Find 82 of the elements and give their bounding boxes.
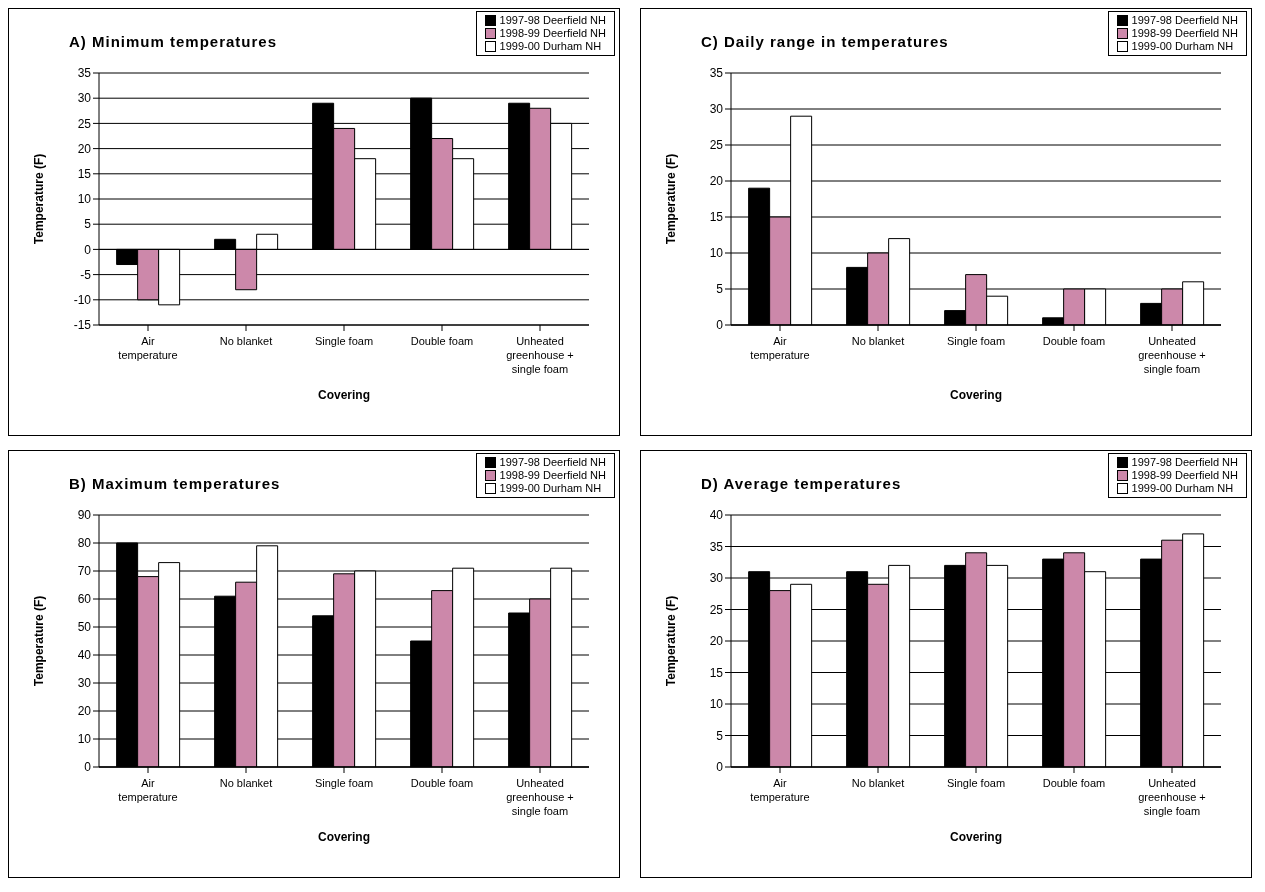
- legend-label: 1997-98 Deerfield NH: [499, 456, 606, 469]
- y-tick-label: 10: [709, 697, 724, 712]
- y-tick-label: 35: [709, 66, 724, 81]
- legend-label: 1999-00 Durham NH: [1131, 482, 1234, 495]
- y-axis-title: Temperature (F): [664, 153, 679, 245]
- y-axis-title: Temperature (F): [32, 595, 47, 687]
- x-tick-label: No blanket: [219, 335, 273, 347]
- x-tick-label: Unheated greenhouse + single foam: [506, 335, 574, 375]
- y-tick-label: 0: [716, 318, 724, 333]
- y-axis-title: Temperature (F): [32, 153, 47, 245]
- x-axis-title: Covering: [949, 830, 1003, 844]
- y-tick-label: 0: [84, 242, 92, 257]
- y-tick-label: 60: [77, 592, 92, 607]
- y-tick-label: 15: [77, 167, 92, 182]
- legend-label: 1997-98 Deerfield NH: [1131, 14, 1238, 27]
- y-tick-label: 5: [716, 282, 724, 297]
- x-tick-label: Single foam: [314, 335, 374, 347]
- y-tick-label: -5: [80, 267, 92, 282]
- y-tick-label: 30: [709, 571, 724, 586]
- y-tick-label: -15: [73, 318, 92, 333]
- legend-label: 1998-99 Deerfield NH: [499, 469, 606, 482]
- x-tick-label: Single foam: [946, 777, 1006, 789]
- y-tick-label: 10: [77, 732, 92, 747]
- x-tick-label: Unheated greenhouse + single foam: [1138, 335, 1206, 375]
- y-tick-label: 70: [77, 564, 92, 579]
- y-tick-label: 25: [709, 138, 724, 153]
- legend-label: 1997-98 Deerfield NH: [1131, 456, 1238, 469]
- x-axis-title: Covering: [949, 388, 1003, 402]
- chart-title: C) Daily range in temperatures: [701, 33, 949, 50]
- y-tick-label: 30: [77, 91, 92, 106]
- y-tick-label: 5: [716, 728, 724, 743]
- x-axis-title: Covering: [317, 388, 371, 402]
- x-tick-label: Double foam: [410, 335, 474, 347]
- y-tick-label: 25: [709, 602, 724, 617]
- y-tick-label: 15: [709, 210, 724, 225]
- x-tick-label: Single foam: [946, 335, 1006, 347]
- y-tick-label: 0: [84, 760, 92, 775]
- x-tick-label: Double foam: [1042, 335, 1106, 347]
- y-tick-label: 20: [709, 634, 724, 649]
- legend-label: 1997-98 Deerfield NH: [499, 14, 606, 27]
- y-tick-label: 40: [709, 508, 724, 523]
- y-axis-title: Temperature (F): [664, 595, 679, 687]
- y-tick-label: 30: [77, 676, 92, 691]
- y-tick-label: 20: [77, 141, 92, 156]
- x-tick-label: No blanket: [851, 335, 905, 347]
- legend-label: 1998-99 Deerfield NH: [499, 27, 606, 40]
- y-tick-label: -10: [73, 293, 92, 308]
- y-tick-label: 20: [709, 174, 724, 189]
- x-tick-label: Single foam: [314, 777, 374, 789]
- y-tick-label: 20: [77, 704, 92, 719]
- y-tick-label: 35: [709, 539, 724, 554]
- y-tick-label: 80: [77, 536, 92, 551]
- y-tick-label: 15: [709, 665, 724, 680]
- legend-label: 1999-00 Durham NH: [499, 482, 602, 495]
- x-tick-label: No blanket: [851, 777, 905, 789]
- x-tick-label: Unheated greenhouse + single foam: [1138, 777, 1206, 817]
- x-tick-label: Air temperature: [118, 777, 178, 803]
- y-tick-label: 40: [77, 648, 92, 663]
- legend-label: 1998-99 Deerfield NH: [1131, 27, 1238, 40]
- x-tick-label: No blanket: [219, 777, 273, 789]
- y-tick-label: 10: [77, 192, 92, 207]
- chart-title: D) Average temperatures: [701, 475, 902, 492]
- chart-title: A) Minimum temperatures: [69, 33, 278, 50]
- chart-title: B) Maximum temperatures: [69, 475, 281, 492]
- x-tick-label: Double foam: [410, 777, 474, 789]
- x-tick-label: Unheated greenhouse + single foam: [506, 777, 574, 817]
- y-tick-label: 50: [77, 620, 92, 635]
- x-axis-title: Covering: [317, 830, 371, 844]
- y-tick-label: 5: [84, 217, 92, 232]
- legend-label: 1999-00 Durham NH: [499, 40, 602, 53]
- x-tick-label: Air temperature: [750, 335, 810, 361]
- y-tick-label: 90: [77, 508, 92, 523]
- x-tick-label: Air temperature: [118, 335, 178, 361]
- y-tick-label: 25: [77, 116, 92, 131]
- y-tick-label: 35: [77, 66, 92, 81]
- y-tick-label: 0: [716, 760, 724, 775]
- legend-label: 1998-99 Deerfield NH: [1131, 469, 1238, 482]
- y-tick-label: 30: [709, 102, 724, 117]
- x-tick-label: Air temperature: [750, 777, 810, 803]
- y-tick-label: 10: [709, 246, 724, 261]
- legend-label: 1999-00 Durham NH: [1131, 40, 1234, 53]
- x-tick-label: Double foam: [1042, 777, 1106, 789]
